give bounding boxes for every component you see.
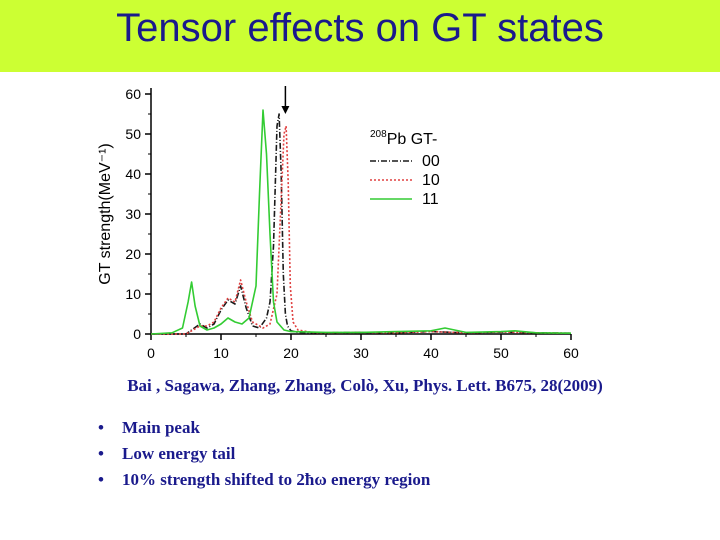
citation: Bai , Sagawa, Zhang, Zhang, Colò, Xu, Ph… (127, 376, 603, 395)
y-axis-label: GT strength(MeV⁻¹) (97, 143, 114, 285)
chart-plot (150, 86, 572, 335)
bullet-list: • Main peak • Low energy tail • 10% strengt… (98, 415, 430, 493)
y-tick-label: 50 (125, 126, 141, 142)
bullet-item: • Low energy tail (98, 441, 430, 467)
bullet-dot: • (98, 418, 104, 437)
y-tick-label: 20 (125, 246, 141, 262)
x-tick-label: 40 (423, 345, 439, 361)
arrow-down-icon (281, 106, 290, 114)
bullet-text: Low energy tail (122, 444, 236, 463)
y-tick-label: 0 (133, 326, 141, 342)
series-line-00 (151, 113, 572, 335)
bullet-item: • 10% strength shifted to 2ħω energy regi… (98, 467, 430, 493)
legend-title-main: Pb GT- (387, 131, 438, 148)
slide-title: Tensor effects on GT states (116, 6, 604, 50)
x-tick-label: 30 (353, 345, 369, 361)
bullet-dot: • (98, 470, 104, 489)
bullet-text: 10% strength shifted to 2ħω energy regio… (122, 470, 431, 489)
y-tick-label: 40 (125, 166, 141, 182)
gt-strength-chart: 0 10 20 30 40 50 60 0 10 20 30 40 50 60 GT strength(Me… (97, 86, 579, 361)
series-line-10 (151, 125, 572, 335)
series-line-11 (150, 109, 572, 335)
title-bar (0, 0, 720, 72)
x-tick-label: 20 (283, 345, 299, 361)
legend-title-superscript: 208 (370, 129, 387, 140)
y-tick-label: 10 (125, 286, 141, 302)
x-tick-label: 0 (147, 345, 155, 361)
x-tick-label: 60 (563, 345, 579, 361)
bullet-dot: • (98, 444, 104, 463)
legend-label-11: 11 (422, 191, 439, 208)
legend-label-10: 10 (422, 172, 440, 189)
legend-title: 208Pb GT- (370, 129, 437, 148)
bullet-text: Main peak (122, 418, 200, 437)
y-tick-label: 60 (125, 86, 141, 102)
legend-label-00: 00 (422, 153, 440, 170)
bullet-item: • Main peak (98, 415, 430, 441)
x-tick-label: 50 (493, 345, 509, 361)
chart-axes: 0 10 20 30 40 50 60 0 10 20 30 40 50 60 GT strength(Me… (97, 86, 579, 361)
x-tick-label: 10 (213, 345, 229, 361)
chart-legend: 208Pb GT- 00 10 11 (370, 129, 440, 208)
y-tick-label: 30 (125, 206, 141, 222)
